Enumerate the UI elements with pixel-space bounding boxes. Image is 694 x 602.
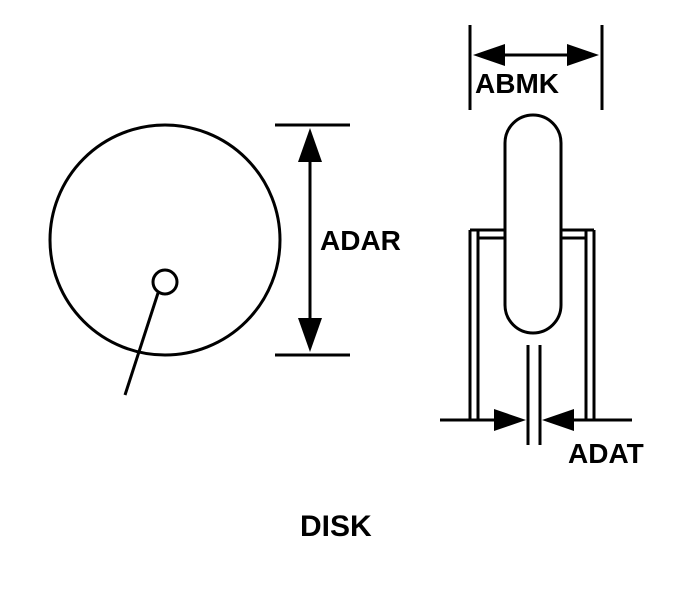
disk-lead-hole [153,270,177,294]
disk-front-circle [50,125,280,355]
diagram-title: DISK [300,510,372,544]
adat-label: ADAT [568,438,644,470]
abmk-arrow-left [473,44,505,66]
abmk-arrow-right [567,44,599,66]
adat-arrow-left [494,409,526,431]
disk-diagram: ADAR ABMK ADAT DISK [0,0,694,602]
disk-side-body [505,115,561,333]
disk-front-lead [125,293,158,395]
adat-arrow-right [542,409,574,431]
adar-arrow-bottom [298,318,322,352]
abmk-label: ABMK [475,68,559,100]
adar-arrow-top [298,128,322,162]
adar-label: ADAR [320,225,401,257]
